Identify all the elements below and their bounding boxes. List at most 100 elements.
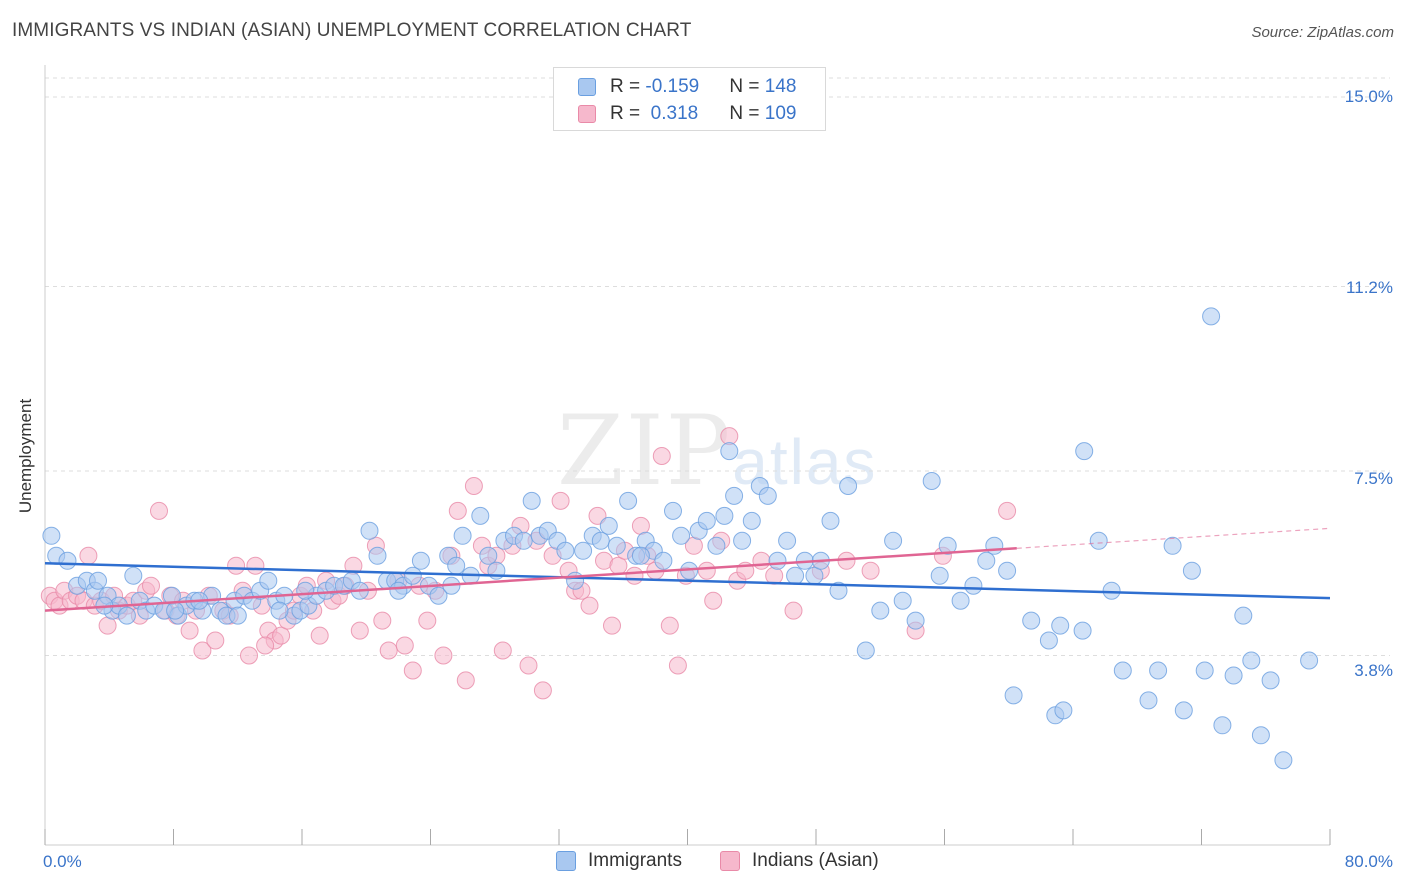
bottom-legend-swatch-indians: [720, 851, 740, 871]
immigrants-point: [556, 541, 575, 560]
indians-point: [493, 641, 512, 660]
legend-r-label: R =: [610, 103, 646, 124]
immigrants-point: [259, 571, 278, 590]
indians-point: [784, 601, 803, 620]
immigrants-point: [411, 551, 430, 570]
indians-point: [142, 576, 160, 595]
immigrants-point: [1113, 661, 1132, 680]
immigrants-point: [1274, 751, 1293, 770]
bottom-legend-immigrants: Immigrants: [556, 850, 682, 872]
legend-n-label: N =: [729, 103, 765, 124]
immigrants-point: [697, 511, 716, 530]
immigrants-point: [1149, 661, 1168, 680]
indians-point: [861, 561, 880, 580]
immigrants-point: [985, 536, 1004, 555]
immigrants-point: [1261, 671, 1280, 690]
immigrants-point: [964, 576, 983, 595]
immigrants-point: [58, 551, 77, 570]
immigrants-point: [1251, 726, 1270, 745]
immigrants-point: [429, 586, 448, 605]
immigrants-point: [1054, 701, 1073, 720]
bottom-legend-indians: Indians (Asian): [720, 850, 879, 872]
chart-title: IMMIGRANTS VS INDIAN (ASIAN) UNEMPLOYMEN…: [12, 20, 692, 41]
indians-point: [603, 616, 621, 635]
watermark: ZIPatlas: [557, 395, 877, 507]
immigrants-point: [672, 526, 691, 545]
indians-point: [206, 631, 225, 650]
immigrants-point: [884, 531, 903, 550]
immigrants-point: [758, 486, 777, 505]
immigrants-point: [619, 491, 638, 510]
immigrants-point: [871, 601, 890, 620]
legend-r-value: -0.159: [645, 76, 700, 97]
immigrants-point: [1004, 686, 1023, 705]
indians-point: [418, 611, 437, 630]
indians-point: [533, 681, 552, 700]
immigrants-point: [228, 606, 247, 625]
immigrants-point: [453, 526, 472, 545]
immigrants-point: [1195, 661, 1214, 680]
legend-n-value: 148: [764, 76, 797, 97]
indians-point: [704, 591, 723, 610]
immigrants-point: [1089, 531, 1108, 550]
immigrants-point: [725, 486, 744, 505]
immigrants-point: [1242, 651, 1261, 670]
immigrants-point: [514, 531, 533, 550]
indians-point: [660, 616, 679, 635]
immigrants-point: [479, 546, 498, 565]
immigrants-point: [1163, 536, 1182, 555]
indians-point: [631, 516, 650, 535]
indians-point: [998, 501, 1017, 520]
immigrants-point: [270, 601, 289, 620]
immigrants-point: [664, 501, 682, 520]
immigrants-point: [715, 506, 734, 525]
immigrants-point: [839, 477, 858, 495]
immigrants-point: [1139, 691, 1158, 710]
immigrants-point: [1213, 716, 1232, 735]
y-tick-label: 15.0%: [1344, 87, 1393, 106]
legend-row-indians: R = 0.318 N = 109: [578, 101, 796, 127]
immigrants-point: [1022, 611, 1041, 630]
immigrants-point: [742, 511, 761, 530]
bottom-legend-label-indians: Indians (Asian): [752, 850, 879, 871]
indians-point: [720, 427, 739, 446]
immigrants-point: [1202, 307, 1221, 326]
immigrants-point: [938, 536, 957, 555]
immigrants-point: [930, 566, 949, 585]
immigrants-point: [733, 531, 752, 550]
indians-point: [310, 626, 329, 645]
legend-r-label: R =: [610, 76, 646, 97]
immigrants-point: [768, 551, 787, 570]
immigrants-point: [166, 601, 185, 620]
legend-swatch-indians: [578, 105, 596, 123]
indians-point: [588, 506, 607, 525]
immigrants-point: [654, 551, 673, 570]
legend-n-label: N =: [729, 76, 765, 97]
indians-point: [456, 671, 475, 690]
legend-r-value: 0.318: [645, 103, 699, 124]
immigrants-point: [368, 546, 387, 565]
indians-point: [434, 646, 453, 665]
indians-point: [519, 656, 538, 675]
y-tick-label: 3.8%: [1354, 661, 1393, 680]
indians-point: [272, 626, 291, 645]
immigrants-point: [906, 611, 925, 630]
legend-row-immigrants: R = -0.159 N = 148: [578, 74, 796, 100]
indians-point: [180, 621, 199, 640]
immigrants-point: [707, 536, 726, 555]
indians-trend-line: [44, 547, 1017, 612]
indians-point: [373, 611, 392, 630]
immigrants-point: [89, 571, 107, 590]
indians-point: [240, 646, 258, 665]
immigrants-point: [1224, 666, 1243, 685]
immigrants-point: [893, 591, 912, 610]
x-tick-label-max: 80.0%: [1344, 852, 1393, 871]
indians-point: [580, 596, 599, 615]
immigrants-point: [856, 641, 875, 660]
immigrants-point: [1102, 581, 1121, 600]
immigrants-point: [296, 581, 315, 600]
immigrants-point: [1039, 631, 1058, 650]
indians-point: [350, 621, 369, 640]
immigrants-point: [821, 511, 840, 530]
